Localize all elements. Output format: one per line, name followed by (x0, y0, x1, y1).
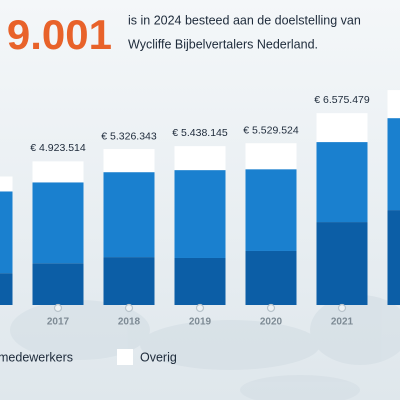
legend-label: Overig (140, 350, 177, 364)
bar-segment (245, 143, 297, 170)
bar-segment (103, 172, 155, 258)
bar-segment (32, 182, 84, 264)
bar-segment (174, 170, 226, 258)
bar-segment (0, 191, 13, 274)
bar-segment (316, 142, 368, 223)
bar-segment (32, 263, 84, 305)
total-label: € 5.529.524 (243, 124, 299, 136)
bar-segment (103, 149, 155, 173)
bar-segment (174, 257, 226, 305)
axis-dot (337, 303, 347, 313)
x-tick-label: 2021 (331, 317, 354, 328)
intro-text: is in 2024 besteed aan de doelstelling v… (128, 13, 361, 27)
x-tick-label: 2018 (118, 317, 141, 328)
axis-dot (266, 303, 276, 313)
total-label: € 5.326.343 (101, 130, 157, 142)
bar-segment (387, 210, 400, 305)
total-label: € 4.923.514 (30, 142, 86, 154)
total-label: € 5.438.145 (172, 127, 228, 139)
bar-segment (245, 169, 297, 251)
bar-segment (245, 250, 297, 305)
bar-segment (0, 273, 13, 305)
bar-segment (316, 113, 368, 143)
axis-dot (53, 303, 63, 313)
bar-segment (174, 146, 226, 171)
x-tick-label: 2020 (260, 317, 283, 328)
world-map (10, 295, 400, 400)
bar-segment (387, 90, 400, 119)
legend-label: medewerkers (0, 350, 73, 364)
axis-dot (124, 303, 134, 313)
legend-swatch (117, 349, 133, 365)
x-tick-label: 2019 (189, 317, 212, 328)
bar-segment (103, 257, 155, 305)
bar-segment (316, 222, 368, 305)
x-tick-label: 2017 (47, 317, 70, 328)
bar-segment (32, 161, 84, 183)
total-label: € 6.575.479 (314, 94, 370, 106)
bar-segment (0, 176, 13, 192)
amount: 9.001 (7, 11, 112, 58)
axis-dot (195, 303, 205, 313)
bar-segment (387, 118, 400, 211)
intro-text: Wycliffe Bijbelvertalers Nederland. (128, 37, 318, 51)
